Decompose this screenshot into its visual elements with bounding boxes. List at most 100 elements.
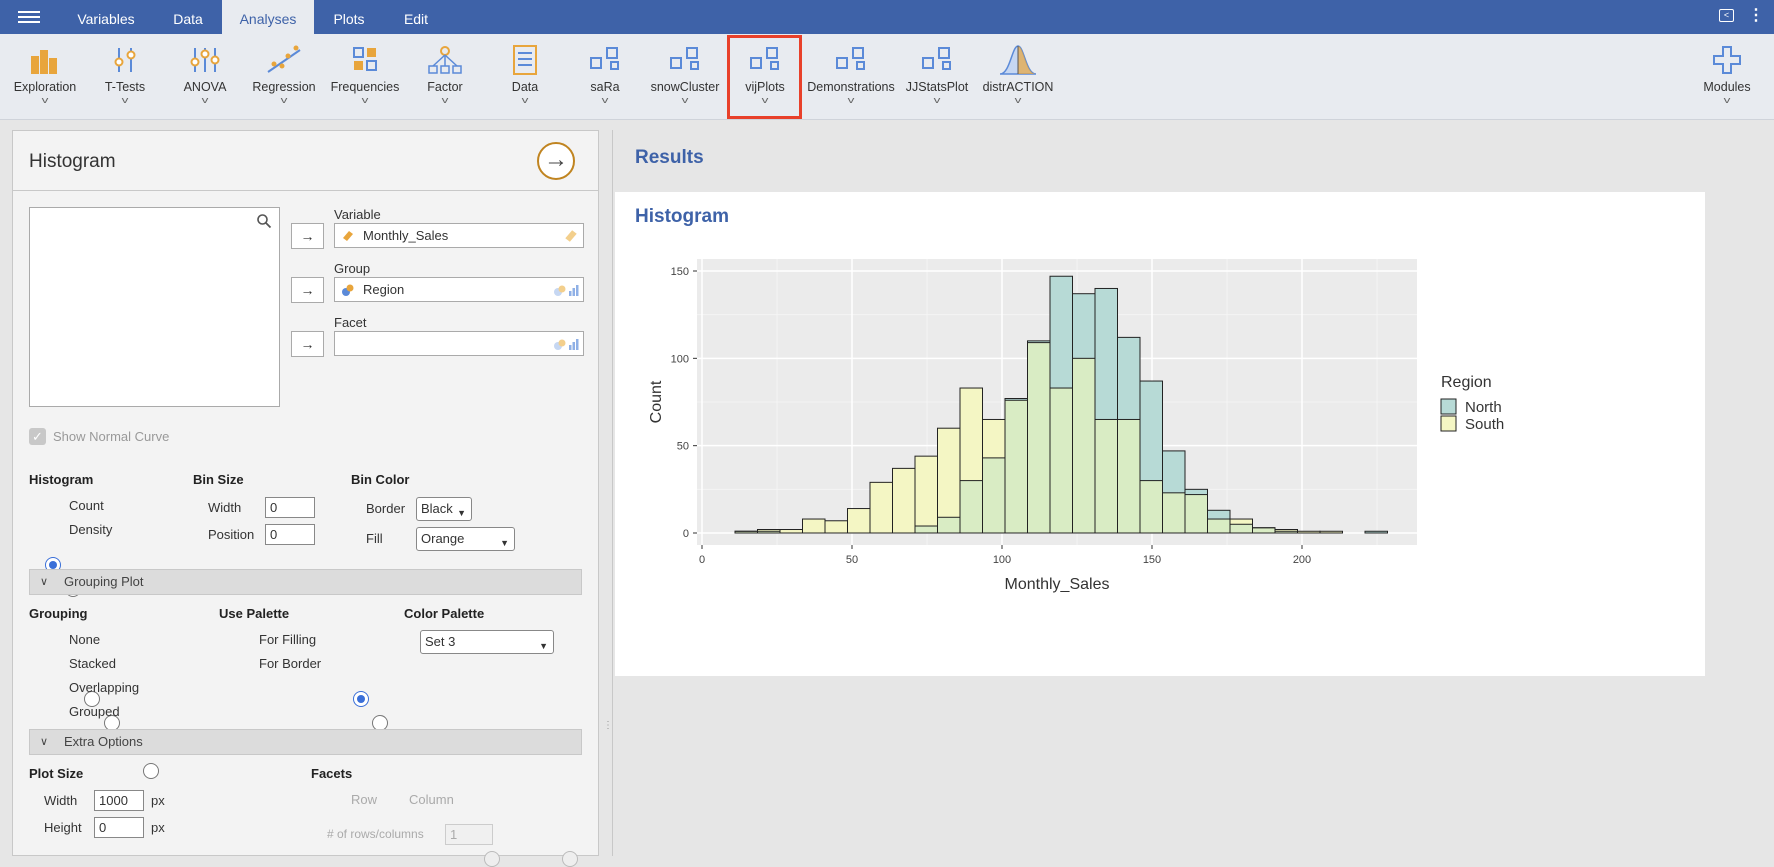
palette-for-filling-radio[interactable] [353,691,369,707]
variable-list[interactable] [29,207,280,407]
ribbon-label: Data [490,80,560,94]
factor-icon [425,44,465,76]
tab-data[interactable]: Data [154,0,222,34]
module-icon [745,44,785,76]
chevron-down-icon: ∨ [40,730,48,754]
legend-label: North [1465,399,1502,416]
x-tick-label: 200 [1293,554,1311,566]
bin-size-section-title: Bin Size [193,472,244,487]
histogram-bar [1163,451,1186,493]
histogram-bar [1208,519,1231,533]
chevron-down-icon: ▼ [539,635,548,657]
tab-plots[interactable]: Plots [314,0,384,34]
hamburger-menu-icon[interactable] [18,8,40,26]
ribbon-label: Regression [246,80,322,94]
bin-border-select[interactable]: Black▼ [416,497,472,521]
color-palette-select[interactable]: Set 3▼ [420,630,554,654]
run-arrow-icon[interactable]: → [537,142,575,180]
histogram-section-title: Histogram [29,472,93,487]
group-field[interactable]: Region [334,277,584,302]
facet-field[interactable] [334,331,584,356]
facets-row-radio[interactable] [484,851,500,867]
regression-icon [264,44,304,76]
move-to-group-button[interactable]: → [291,277,324,303]
extra-options-section-toggle[interactable]: ∨ Extra Options [29,729,582,755]
y-tick-label: 0 [683,528,689,540]
ribbon-label: Frequencies [326,80,404,94]
frequencies-icon [345,44,385,76]
legend-label: South [1465,416,1504,433]
group-field-value: Region [363,282,404,297]
plot-height-unit: px [151,820,165,835]
module-icon [585,44,625,76]
plot-height-input[interactable]: 0 [94,817,144,838]
histogram-bar [848,509,871,533]
bin-fill-select[interactable]: Orange▼ [416,527,515,551]
histogram-bar [915,456,938,526]
data-icon [505,44,545,76]
legend-swatch [1441,416,1456,431]
legend-title: Region [1441,374,1492,391]
y-tick-label: 50 [677,441,689,453]
facets-column-radio[interactable] [562,851,578,867]
ruler-icon [563,228,579,244]
legend-swatch [1441,399,1456,414]
module-icon [831,44,871,76]
variable-field[interactable]: Monthly_Sales [334,223,584,248]
collapse-panel-icon[interactable]: < [1719,9,1734,22]
anova-icon [185,44,225,76]
ribbon-label: JJStatsPlot [900,80,974,94]
panel-resize-handle[interactable]: ⋮ [603,720,607,736]
plot-height-label: Height [44,820,82,835]
show-normal-curve-checkbox[interactable]: ✓ [29,428,46,445]
bin-position-input[interactable]: 0 [265,524,315,545]
move-to-facet-button[interactable]: → [291,331,324,357]
search-icon[interactable] [256,213,272,229]
facets-row-label: Row [351,792,377,807]
histogram-bar [983,419,1006,457]
distribution-icon [998,44,1038,76]
tab-edit[interactable]: Edit [384,0,448,34]
histogram-density-label: Density [69,522,112,537]
results-title: Results [635,147,704,169]
grouping-option-label: None [69,632,100,647]
y-tick-label: 100 [671,353,689,365]
x-axis-label: Monthly_Sales [1005,576,1110,593]
bin-border-value: Black [421,501,453,516]
palette-option-label: For Border [259,656,321,671]
tab-analyses[interactable]: Analyses [222,0,314,34]
y-tick-label: 150 [671,266,689,278]
histogram-bar [1050,276,1073,388]
x-tick-label: 50 [846,554,858,566]
plot-width-unit: px [151,793,165,808]
ribbon-label: T-Tests [90,80,160,94]
chevron-down-icon: v [958,95,1078,105]
grouping-option-label: Stacked [69,656,116,671]
bin-fill-value: Orange [421,531,464,546]
histogram-bar [1005,400,1028,533]
rows-columns-input[interactable]: 1 [445,824,493,845]
move-to-variable-button[interactable]: → [291,223,324,249]
histogram-bar [1208,510,1231,519]
panel-header: Histogram → [13,131,598,191]
more-options-icon[interactable]: ⋮ [1748,9,1764,23]
bin-color-section-title: Bin Color [351,472,410,487]
top-menu-bar: Variables Data Analyses Plots Edit < ⋮ [0,0,1774,34]
plot-width-input[interactable]: 1000 [94,790,144,811]
histogram-bar [870,482,893,533]
histogram-bar [1140,381,1163,481]
tab-variables[interactable]: Variables [62,0,150,34]
extra-options-label: Extra Options [64,734,143,749]
histogram-bar [803,519,826,533]
grouping-grouped-radio[interactable] [143,763,159,779]
ribbon-label: Exploration [4,80,86,94]
bin-width-input[interactable]: 0 [265,497,315,518]
ribbon-label: ANOVA [170,80,240,94]
grouping-plot-section-toggle[interactable]: ∨Grouping Plot [29,569,582,595]
chevron-down-icon: ∨ [40,570,48,594]
